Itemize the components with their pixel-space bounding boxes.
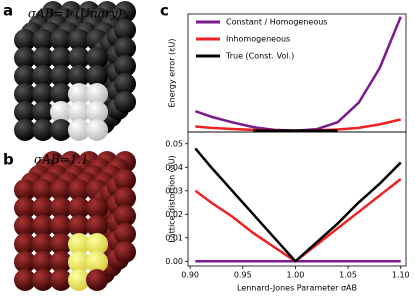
sphere [86, 101, 108, 123]
sphere [32, 215, 54, 237]
sphere [68, 65, 90, 87]
sphere [14, 29, 36, 51]
sphere [114, 169, 136, 191]
plot-frame [187, 13, 407, 133]
y-tick-label: 0.03 [165, 186, 183, 195]
legend-label: Inhomogeneous [226, 35, 290, 44]
sphere [32, 269, 54, 291]
sphere [86, 47, 108, 69]
sphere [50, 29, 72, 51]
sphere [32, 47, 54, 69]
legend-label: Constant / Homogeneous [226, 18, 327, 27]
series-line [194, 147, 402, 263]
y-tick-label: 0.02 [165, 210, 183, 219]
sphere [14, 251, 36, 273]
x-tick-label: 1.00 [287, 271, 305, 280]
sphere [50, 197, 72, 219]
sphere [32, 83, 54, 105]
sphere [114, 205, 136, 227]
sphere [68, 215, 90, 237]
x-tick-label: 0.95 [234, 271, 252, 280]
sphere [32, 29, 54, 51]
sphere [50, 47, 72, 69]
sphere [32, 233, 54, 255]
sphere [14, 119, 36, 141]
y-tick-label: 0.00 [165, 257, 183, 266]
sphere [50, 233, 72, 255]
sphere [14, 269, 36, 291]
sphere [68, 251, 90, 273]
sphere [68, 179, 90, 201]
sphere [50, 101, 72, 123]
sphere [114, 187, 136, 209]
sphere [114, 19, 136, 41]
sphere [32, 65, 54, 87]
sphere [86, 233, 108, 255]
sphere [14, 197, 36, 219]
sphere [114, 223, 136, 245]
sphere [68, 233, 90, 255]
sphere [68, 269, 90, 291]
sphere [14, 47, 36, 69]
sphere [68, 47, 90, 69]
sphere [14, 179, 36, 201]
sphere [68, 29, 90, 51]
sphere [86, 197, 108, 219]
sphere [68, 101, 90, 123]
sphere [114, 73, 136, 95]
sphere [14, 101, 36, 123]
x-tick-label: 1.05 [339, 271, 357, 280]
sphere [14, 65, 36, 87]
sphere [50, 65, 72, 87]
sphere [86, 119, 108, 141]
panel-label: a [3, 2, 13, 20]
sphere [50, 83, 72, 105]
sphere [68, 83, 90, 105]
y-axis-label: Lattice distortion (aU) [168, 155, 177, 242]
sphere [50, 251, 72, 273]
plot-frame [187, 131, 407, 267]
y-tick-label: 0.05 [165, 139, 183, 148]
sphere [86, 251, 108, 273]
sphere [114, 37, 136, 59]
sphere [32, 119, 54, 141]
sphere [50, 119, 72, 141]
sphere [32, 197, 54, 219]
sphere [68, 197, 90, 219]
sphere [14, 215, 36, 237]
sphere [114, 241, 136, 263]
sphere [86, 215, 108, 237]
y-tick-label: 0.04 [165, 163, 183, 172]
sphere-renderings [14, 1, 136, 291]
sphere [68, 119, 90, 141]
sphere [50, 215, 72, 237]
y-axis-label: Energy error (εU) [168, 39, 177, 108]
sphere [32, 101, 54, 123]
legend-label: True (Const. Vol.) [225, 52, 294, 61]
x-tick-label: 1.10 [392, 271, 410, 280]
sphere [86, 269, 108, 291]
panel-label: b [3, 151, 14, 169]
panel-caption: σAB=1.1 [34, 153, 89, 167]
panel-caption: σAB=1 (Unary) [28, 7, 122, 21]
sphere [50, 269, 72, 291]
sphere [86, 83, 108, 105]
sphere [86, 65, 108, 87]
sphere [14, 233, 36, 255]
x-axis-label: Lennard-Jones Parameter σAB [237, 284, 357, 293]
sphere [32, 179, 54, 201]
panel-label: c [160, 2, 169, 20]
sphere [14, 83, 36, 105]
x-tick-label: 0.90 [181, 271, 199, 280]
sphere [114, 55, 136, 77]
sphere [50, 179, 72, 201]
y-tick-label: 0.01 [165, 233, 183, 242]
sphere [114, 91, 136, 113]
sphere [32, 251, 54, 273]
